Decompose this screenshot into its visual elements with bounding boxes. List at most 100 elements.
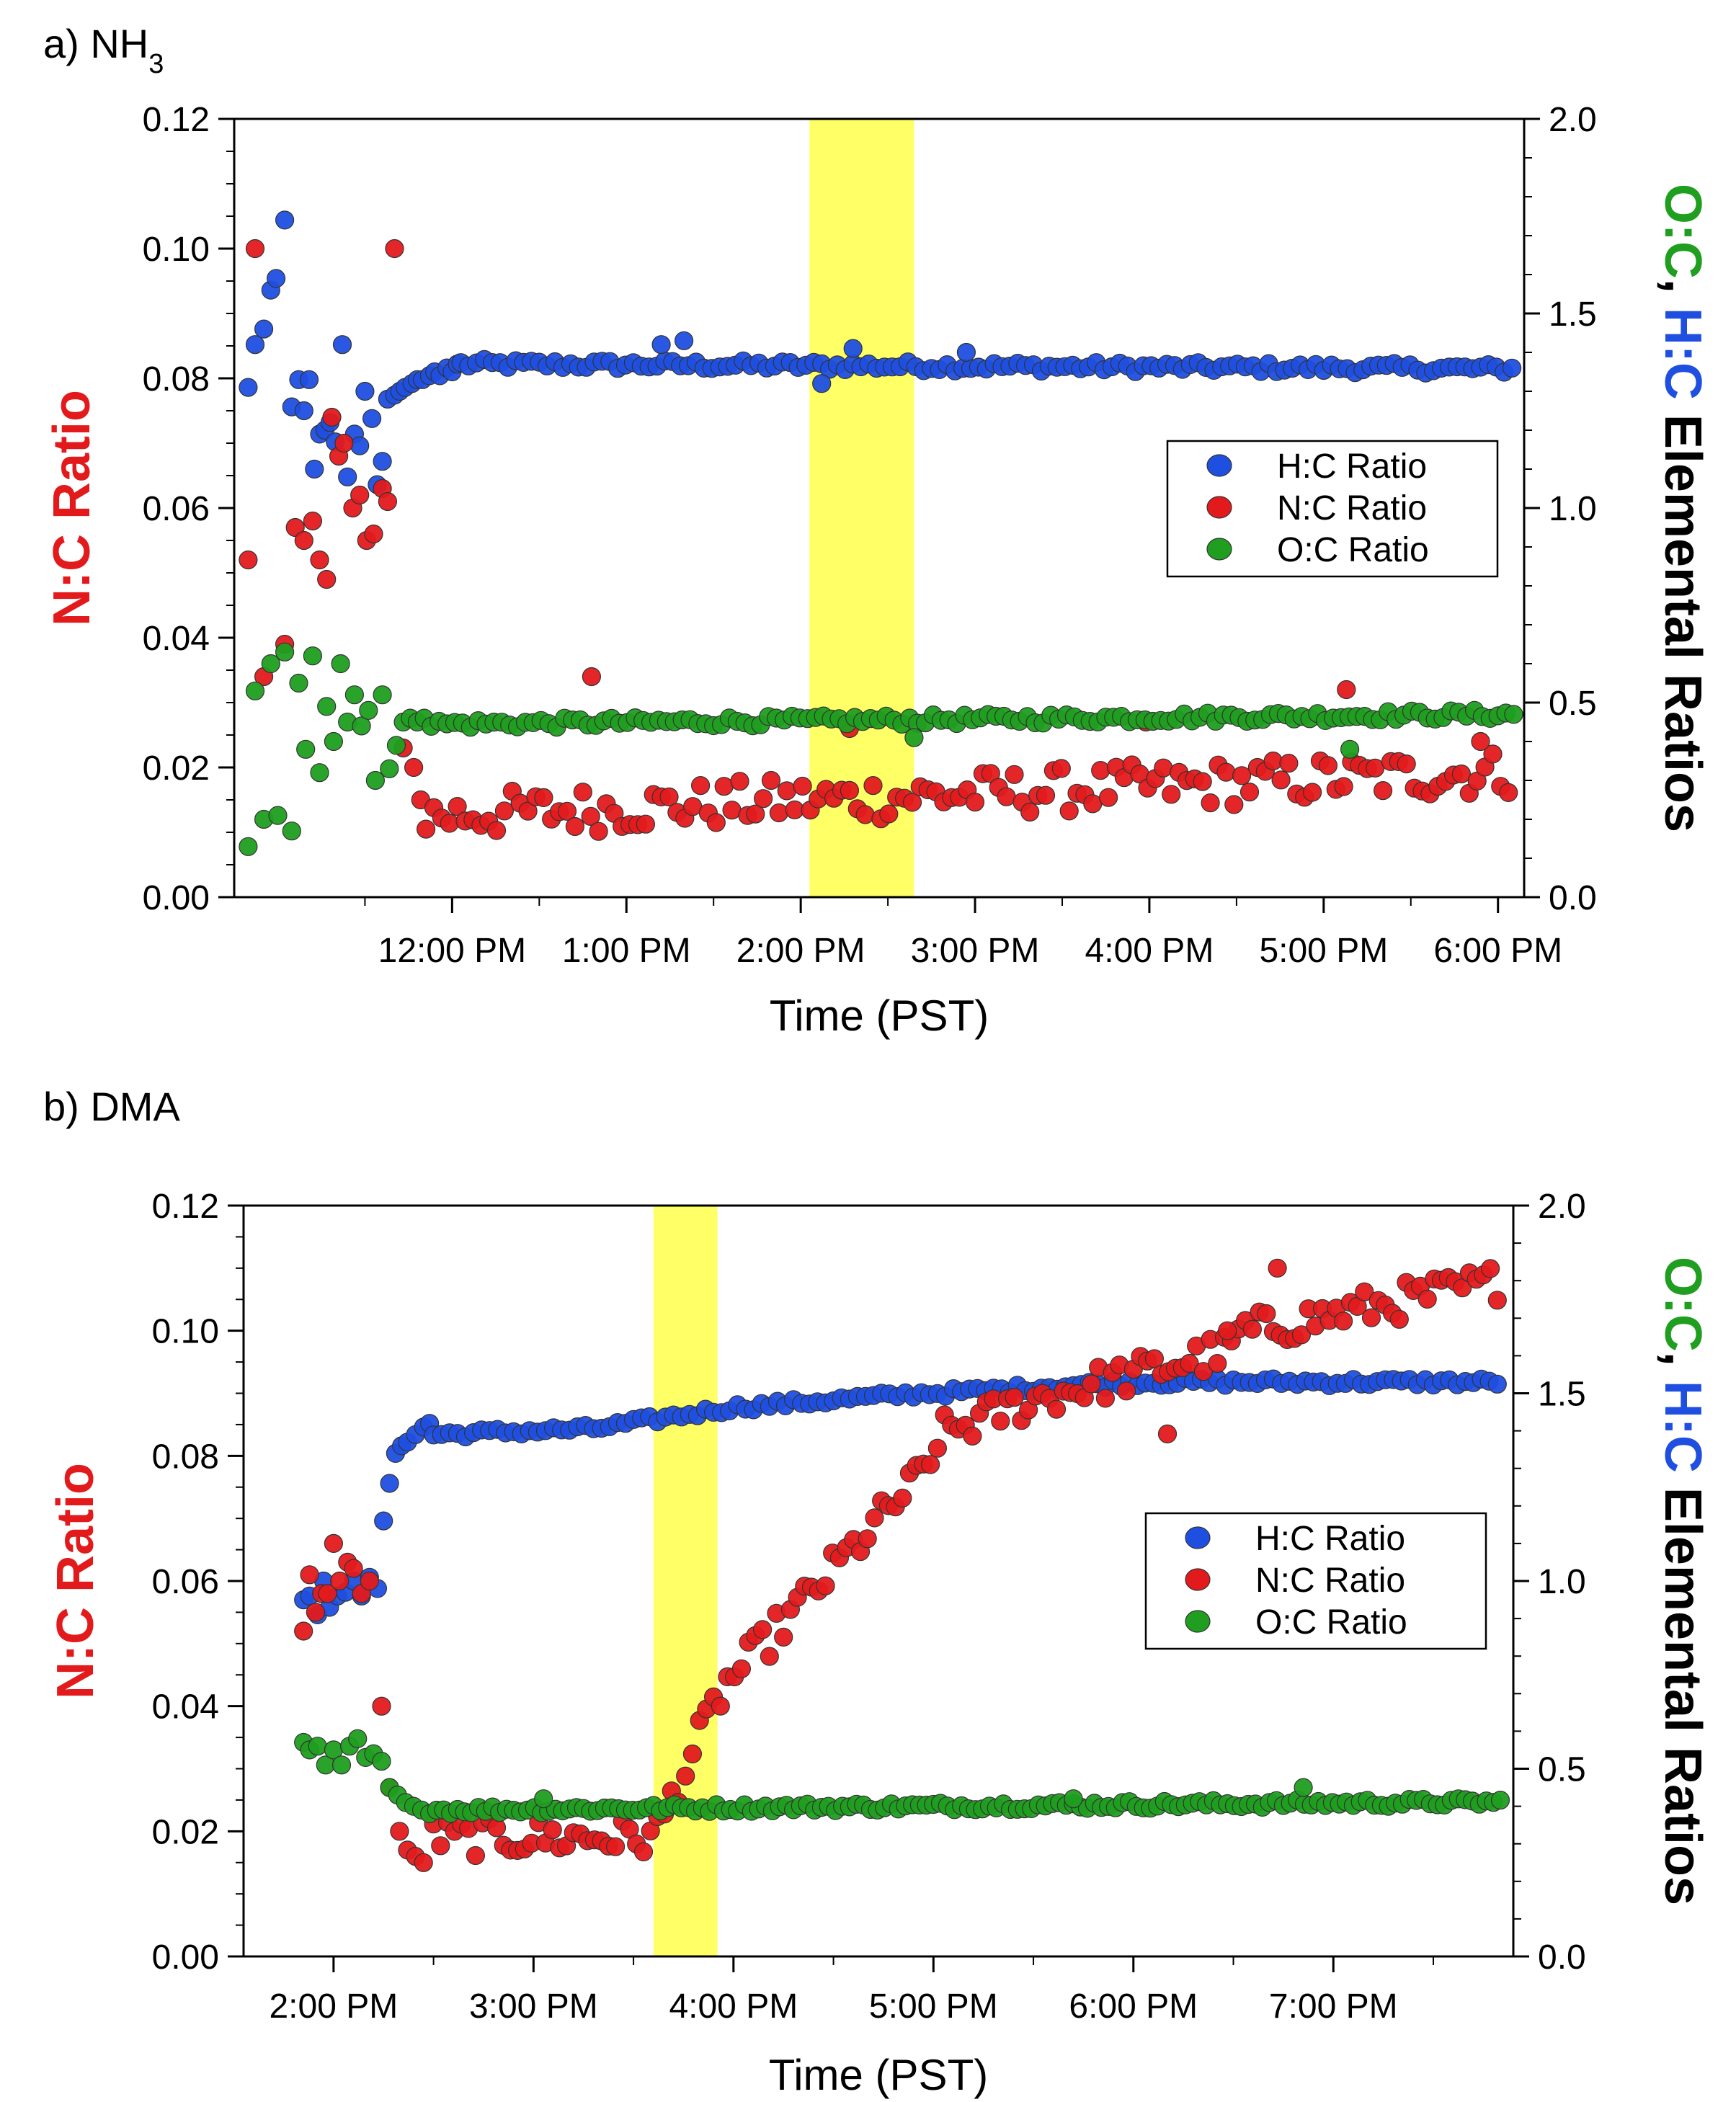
data-point — [380, 1474, 399, 1493]
data-point — [879, 804, 899, 824]
data-point — [746, 804, 765, 824]
data-point — [812, 374, 832, 393]
data-point — [651, 335, 671, 355]
data-point — [1268, 1258, 1287, 1278]
data-point — [310, 763, 329, 783]
x-axis-title: Time (PST) — [770, 992, 989, 1040]
highlight-band — [653, 1206, 718, 1956]
data-point — [1355, 1282, 1374, 1301]
data-point — [1208, 1353, 1227, 1373]
panel-a-nh3: a) NH3 0.00 0.02 0.04 0.06 0.08 0.10 0.12 0.0 0.5… — [43, 21, 1711, 1040]
data-point — [296, 739, 316, 759]
data-point — [965, 792, 985, 812]
data-point — [927, 1438, 948, 1458]
x-tick-label: 4:00 PM — [669, 1987, 798, 2026]
data-point — [486, 1818, 507, 1838]
data-point — [1154, 758, 1173, 778]
y-left-tick-label: 0.12 — [152, 1188, 219, 1226]
data-point — [334, 433, 354, 453]
data-point — [1471, 731, 1490, 752]
data-point — [1487, 1291, 1507, 1310]
data-point — [706, 813, 726, 832]
data-point — [308, 1737, 327, 1756]
data-point — [374, 1511, 393, 1531]
data-point — [1201, 793, 1220, 813]
y-left-tick-label: 0.02 — [143, 749, 210, 788]
data-point — [322, 407, 342, 427]
data-point — [294, 530, 313, 551]
data-point — [386, 736, 406, 755]
data-point — [1337, 680, 1356, 700]
data-point — [385, 239, 404, 259]
data-point — [494, 801, 515, 821]
data-point — [486, 821, 507, 840]
series-hcratio — [294, 1368, 1507, 1624]
data-point — [440, 814, 459, 833]
data-point — [344, 1559, 363, 1578]
y-right-tick-label: 1.0 — [1538, 1563, 1586, 1601]
data-point — [761, 770, 781, 791]
y-right-tick-label: 1.5 — [1538, 1376, 1586, 1414]
series-ocratio — [239, 642, 1523, 856]
data-point — [299, 370, 319, 389]
data-point — [318, 1584, 337, 1603]
data-point — [714, 777, 734, 796]
data-point — [1417, 1289, 1437, 1309]
data-point — [350, 436, 370, 455]
data-point — [543, 1820, 562, 1840]
data-point — [305, 459, 324, 479]
data-point — [769, 803, 789, 823]
data-point — [364, 524, 383, 544]
y-right-axis-title: O:C, H:C Elemental Ratios — [1654, 1257, 1711, 1905]
data-point — [1064, 1789, 1083, 1809]
x-tick-label: 6:00 PM — [1069, 1987, 1198, 2026]
x-tick-label: 5:00 PM — [1259, 932, 1388, 970]
highlight-band — [809, 119, 914, 897]
y-left-tick-label: 0.00 — [143, 879, 210, 917]
data-point — [1263, 751, 1283, 771]
data-point — [245, 681, 265, 700]
panel-title: b) DMA — [43, 1084, 180, 1129]
data-point — [682, 1744, 703, 1764]
data-point — [1257, 1304, 1276, 1324]
data-point — [331, 654, 350, 674]
data-point — [372, 1696, 391, 1716]
data-point — [1020, 802, 1040, 822]
legend-label: H:C Ratio — [1277, 447, 1427, 486]
y-left-tick-label: 0.04 — [152, 1688, 219, 1727]
data-point — [1046, 1399, 1067, 1419]
data-point — [466, 1845, 486, 1866]
data-point — [855, 805, 875, 824]
data-point — [285, 517, 305, 538]
data-point — [1005, 1387, 1024, 1407]
data-point — [1302, 783, 1322, 802]
data-point — [261, 654, 280, 674]
data-point — [414, 1853, 433, 1872]
y-right-tick-label: 0.5 — [1538, 1751, 1586, 1789]
y-right-title-part: Elemental Ratios — [1654, 400, 1711, 832]
data-point — [534, 1789, 553, 1809]
data-point — [1483, 744, 1503, 764]
data-point — [245, 335, 265, 355]
data-point — [534, 788, 553, 808]
data-point — [816, 1576, 835, 1595]
data-point — [581, 806, 600, 827]
y-left-tick-label: 0.10 — [143, 231, 210, 269]
data-point — [1271, 770, 1291, 790]
data-point — [1051, 759, 1071, 778]
data-point — [245, 239, 265, 259]
legend-label: O:C Ratio — [1255, 1603, 1407, 1642]
x-tick-label: 6:00 PM — [1433, 932, 1562, 970]
data-point — [1193, 772, 1212, 791]
data-point — [275, 210, 295, 230]
data-point — [344, 685, 364, 705]
y-right-tick-label: 0.0 — [1549, 879, 1597, 917]
y-left-tick-label: 0.10 — [152, 1313, 219, 1351]
data-point — [793, 776, 812, 796]
data-point — [963, 1426, 982, 1446]
data-point — [858, 1529, 877, 1549]
data-point — [1334, 777, 1353, 796]
data-point — [1242, 1319, 1263, 1339]
data-point — [373, 685, 392, 705]
